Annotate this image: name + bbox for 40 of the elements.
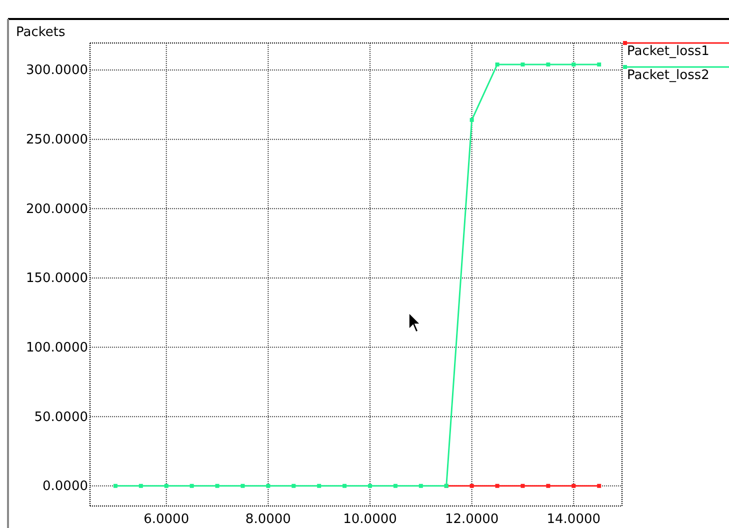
y-tick-label: 150.0000 (26, 271, 88, 286)
y-tick-label: 250.0000 (26, 132, 88, 148)
y-axis-title: Packets (16, 25, 66, 40)
point (418, 484, 423, 488)
legend-label: Packet_loss2 (627, 68, 710, 83)
x-tick-label: 14.0000 (546, 512, 601, 528)
point (138, 484, 143, 488)
point (495, 484, 500, 488)
y-tick-label: 50.0000 (34, 410, 88, 425)
point (190, 484, 194, 488)
point (470, 484, 474, 488)
point (342, 484, 347, 488)
point (368, 484, 372, 488)
point (215, 484, 220, 488)
point (317, 484, 322, 488)
x-tick-label: 10.0000 (343, 512, 397, 528)
point (597, 484, 602, 488)
y-tick-label: 300.0000 (26, 63, 88, 78)
point (113, 484, 118, 488)
legend-label: Packet_loss1 (627, 44, 710, 59)
point (266, 484, 270, 488)
y-tick-label: 200.0000 (26, 202, 88, 217)
point (572, 484, 576, 488)
y-tick-label: 100.0000 (26, 340, 88, 356)
point (546, 62, 550, 66)
y-tick-label: 0.0000 (42, 479, 88, 494)
x-tick-label: 6.0000 (144, 512, 190, 528)
point (292, 484, 296, 488)
point (164, 484, 168, 488)
point (520, 62, 525, 66)
x-tick-label: 12.0000 (444, 512, 499, 528)
point (572, 62, 576, 66)
point (240, 484, 245, 488)
x-tick-label: 8.0000 (245, 512, 291, 528)
point (546, 484, 550, 488)
point (597, 62, 602, 66)
point (520, 484, 525, 488)
point (495, 62, 500, 66)
point (393, 484, 398, 488)
point (470, 118, 474, 122)
